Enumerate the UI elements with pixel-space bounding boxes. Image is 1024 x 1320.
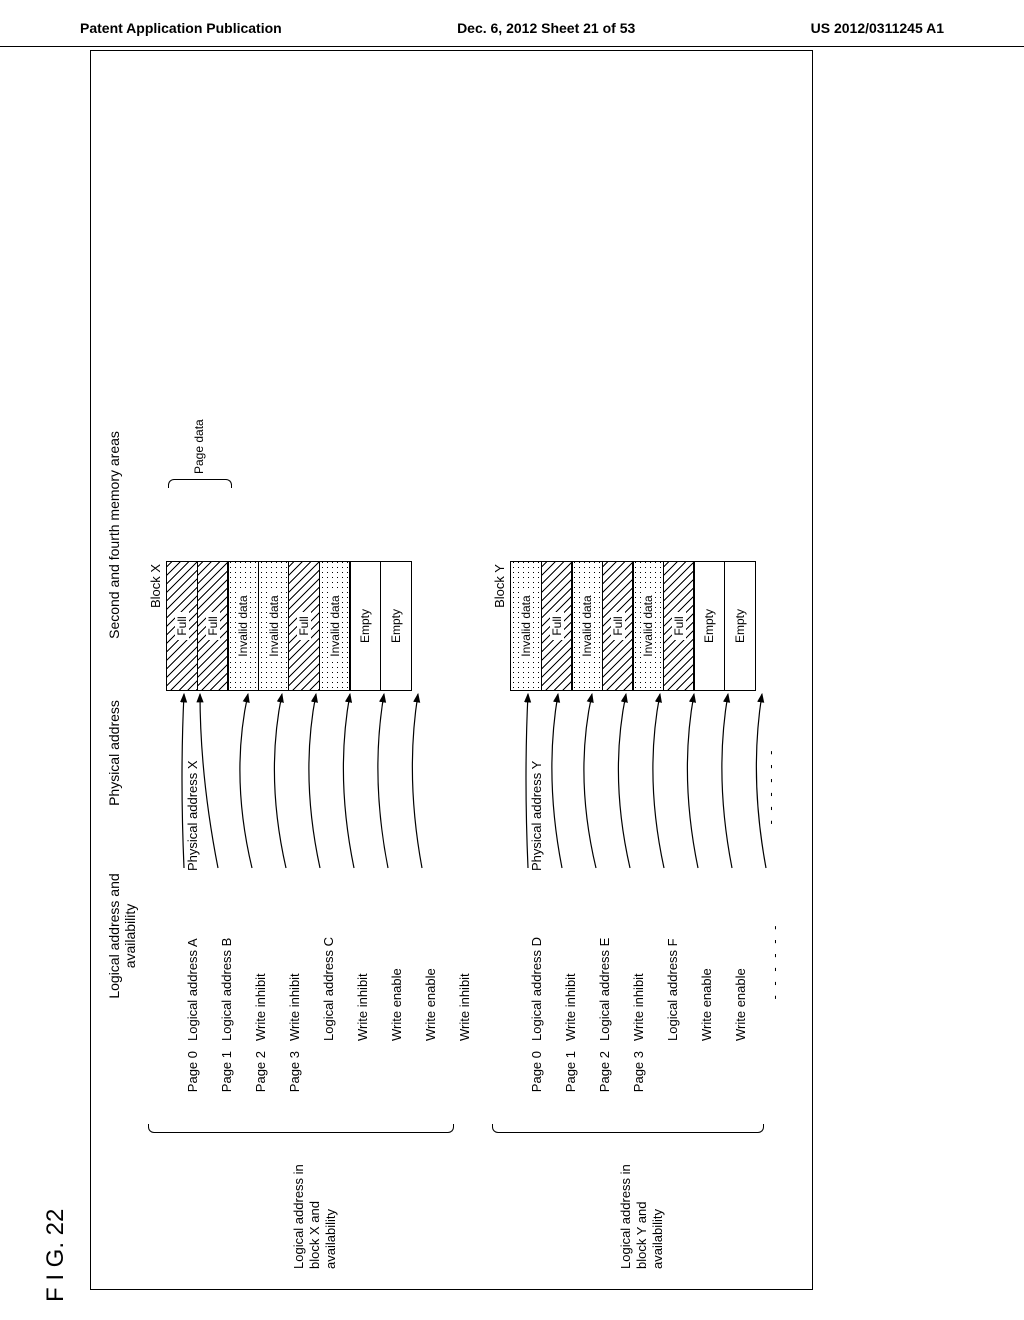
avail-row: Write enable	[690, 881, 724, 1041]
header-left: Patent Application Publication	[80, 20, 282, 36]
page-header: Patent Application Publication Dec. 6, 2…	[0, 0, 1024, 47]
block-y-side-label: Logical address in block Y and availabil…	[492, 1149, 792, 1269]
avail-row: Write inhibit	[278, 881, 312, 1041]
block-x-memory-col: Block X Full Full Invalid data Inv	[148, 481, 482, 691]
avail-row: Logical address D	[520, 881, 554, 1041]
avail-row: Logical address E	[588, 881, 622, 1041]
memory-cell: Empty	[724, 561, 756, 691]
brace-left-x	[148, 1121, 454, 1139]
memory-cell: Invalid data	[510, 561, 542, 691]
page-label: Page 3	[622, 1051, 656, 1111]
avail-row: Write inhibit	[554, 881, 588, 1041]
avail-row: Write inhibit	[622, 881, 656, 1041]
block-x-pages: Page 0 Page 1 Page 2 Page 3	[148, 1051, 482, 1111]
avail-row: Logical address A	[176, 881, 210, 1041]
page-label: Page 2	[588, 1051, 622, 1111]
ellipsis-row: - - - - - -	[754, 701, 788, 871]
physical-address: Physical address Y	[520, 701, 554, 871]
block-x-title: Block X	[148, 481, 163, 691]
memory-cell: Invalid data	[258, 561, 290, 691]
figure-area: Logical address and availability Physica…	[90, 50, 910, 1290]
memory-cell: Full	[663, 561, 695, 691]
avail-row: Logical address B	[210, 881, 244, 1041]
page-label: Page 0	[176, 1051, 210, 1111]
page-label: Page 1	[554, 1051, 588, 1111]
memory-cell: Full	[541, 561, 573, 691]
block-y-phys-col: Physical address Y - - - - - -	[492, 701, 792, 871]
header-center: Dec. 6, 2012 Sheet 21 of 53	[457, 20, 635, 36]
avail-row: Write enable	[414, 881, 448, 1041]
memory-cell: Empty	[380, 561, 412, 691]
memory-cell: Full	[602, 561, 634, 691]
physical-address: Physical address X	[176, 701, 210, 871]
memory-cell: Full	[288, 561, 320, 691]
block-x-phys-col: Physical address X	[148, 701, 482, 871]
memory-cell: Full	[166, 561, 198, 691]
avail-row: Logical address F	[656, 881, 690, 1041]
block-y-memory-col: Block Y Invalid data Full Invalid data F…	[492, 481, 792, 691]
figure-label: F I G. 22	[42, 1209, 70, 1302]
page-label: Page 0	[520, 1051, 554, 1111]
ellipsis-row: - - - - - -	[758, 881, 792, 1041]
col-title-physical: Physical address	[106, 668, 122, 838]
brace-left-y	[492, 1121, 764, 1139]
avail-row: Write inhibit	[346, 881, 380, 1041]
avail-row: Write enable	[380, 881, 414, 1041]
avail-row: Write inhibit	[448, 881, 482, 1041]
block-x-side-label: Logical address in block X and availabil…	[148, 1149, 482, 1269]
avail-row: Write enable	[724, 881, 758, 1041]
col-title-memory: Second and fourth memory areas	[106, 420, 122, 650]
page-label: Page 1	[210, 1051, 244, 1111]
avail-row: Write inhibit	[244, 881, 278, 1041]
block-y-avail-col: Logical address D Write inhibit Logical …	[492, 881, 792, 1041]
block-y-title: Block Y	[492, 481, 507, 691]
header-right: US 2012/0311245 A1	[811, 20, 944, 36]
memory-cell: Invalid data	[632, 561, 664, 691]
diagram-box: Logical address and availability Physica…	[90, 50, 813, 1290]
memory-cell: Empty	[349, 561, 381, 691]
block-y-pages: Page 0 Page 1 Page 2 Page 3	[492, 1051, 792, 1111]
memory-cell: Invalid data	[319, 561, 351, 691]
col-title-logical: Logical address and availability	[106, 856, 138, 1016]
block-x-avail-col: Logical address A Logical address B Writ…	[148, 881, 482, 1041]
memory-cell: Invalid data	[227, 561, 259, 691]
avail-row: Logical address C	[312, 881, 346, 1041]
memory-cell: Invalid data	[571, 561, 603, 691]
page-label: Page 2	[244, 1051, 278, 1111]
page-label: Page 3	[278, 1051, 312, 1111]
memory-cell: Full	[197, 561, 229, 691]
memory-cell: Empty	[693, 561, 725, 691]
